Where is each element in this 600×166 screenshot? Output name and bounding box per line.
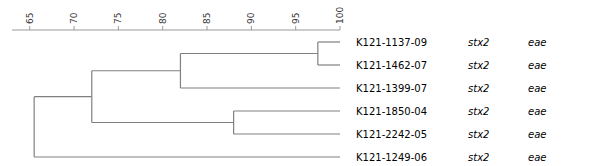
tick <box>118 26 119 30</box>
gene-label: eae <box>528 83 546 94</box>
tick-label: 70 <box>69 12 79 24</box>
tick <box>207 26 208 30</box>
gene-label: stx2 <box>468 83 489 94</box>
axis-line <box>12 30 340 31</box>
strain-label: K121-1462-07 <box>356 60 427 71</box>
leaf-branch <box>34 156 340 157</box>
tick <box>295 26 296 30</box>
leaf-branch <box>234 110 340 111</box>
gene-label: eae <box>528 152 546 163</box>
gene-label: stx2 <box>468 37 489 48</box>
tick-label: 65 <box>25 13 35 24</box>
gene-label: stx2 <box>468 106 489 117</box>
x-axis: 65 70 75 80 85 90 95 100 <box>12 7 345 30</box>
chart: 65707580859095100K121-1137-09stx2eaeK121… <box>0 0 600 166</box>
leaf-branch <box>318 64 340 65</box>
branch <box>92 122 234 123</box>
gene-label: stx2 <box>468 129 489 140</box>
tick-label: 90 <box>246 12 256 24</box>
merge-line <box>34 97 35 157</box>
tick <box>251 26 252 30</box>
branch <box>180 53 317 54</box>
tick <box>162 26 163 30</box>
strain-label: K121-1399-07 <box>356 83 427 94</box>
leaf-labels: K121-1137-09 stx2 eae K121-1462-07 stx2 eae K1… <box>356 37 546 163</box>
dendrogram <box>34 42 340 157</box>
strain-label: K121-1137-09 <box>356 37 427 48</box>
tick <box>29 26 30 30</box>
strain-label: K121-2242-05 <box>356 129 427 140</box>
gene-label: eae <box>528 129 546 140</box>
tick <box>74 26 75 30</box>
tick-label: 95 <box>291 13 301 24</box>
leaf-branch <box>234 133 340 134</box>
branch <box>92 70 181 71</box>
strain-label: K121-1249-06 <box>356 152 427 163</box>
gene-label: eae <box>528 106 546 117</box>
tick-label: 85 <box>202 13 212 24</box>
tick-label: 100 <box>335 7 345 24</box>
leaf-branch <box>318 41 340 42</box>
leaf-branch <box>180 87 340 88</box>
tick-label: 80 <box>158 12 168 24</box>
gene-label: stx2 <box>468 60 489 71</box>
gene-label: eae <box>528 37 546 48</box>
tick-label: 75 <box>113 13 123 24</box>
tick <box>340 26 341 30</box>
gene-label: eae <box>528 60 546 71</box>
gene-label: stx2 <box>468 152 489 163</box>
strain-label: K121-1850-04 <box>356 106 427 117</box>
branch <box>34 96 92 97</box>
